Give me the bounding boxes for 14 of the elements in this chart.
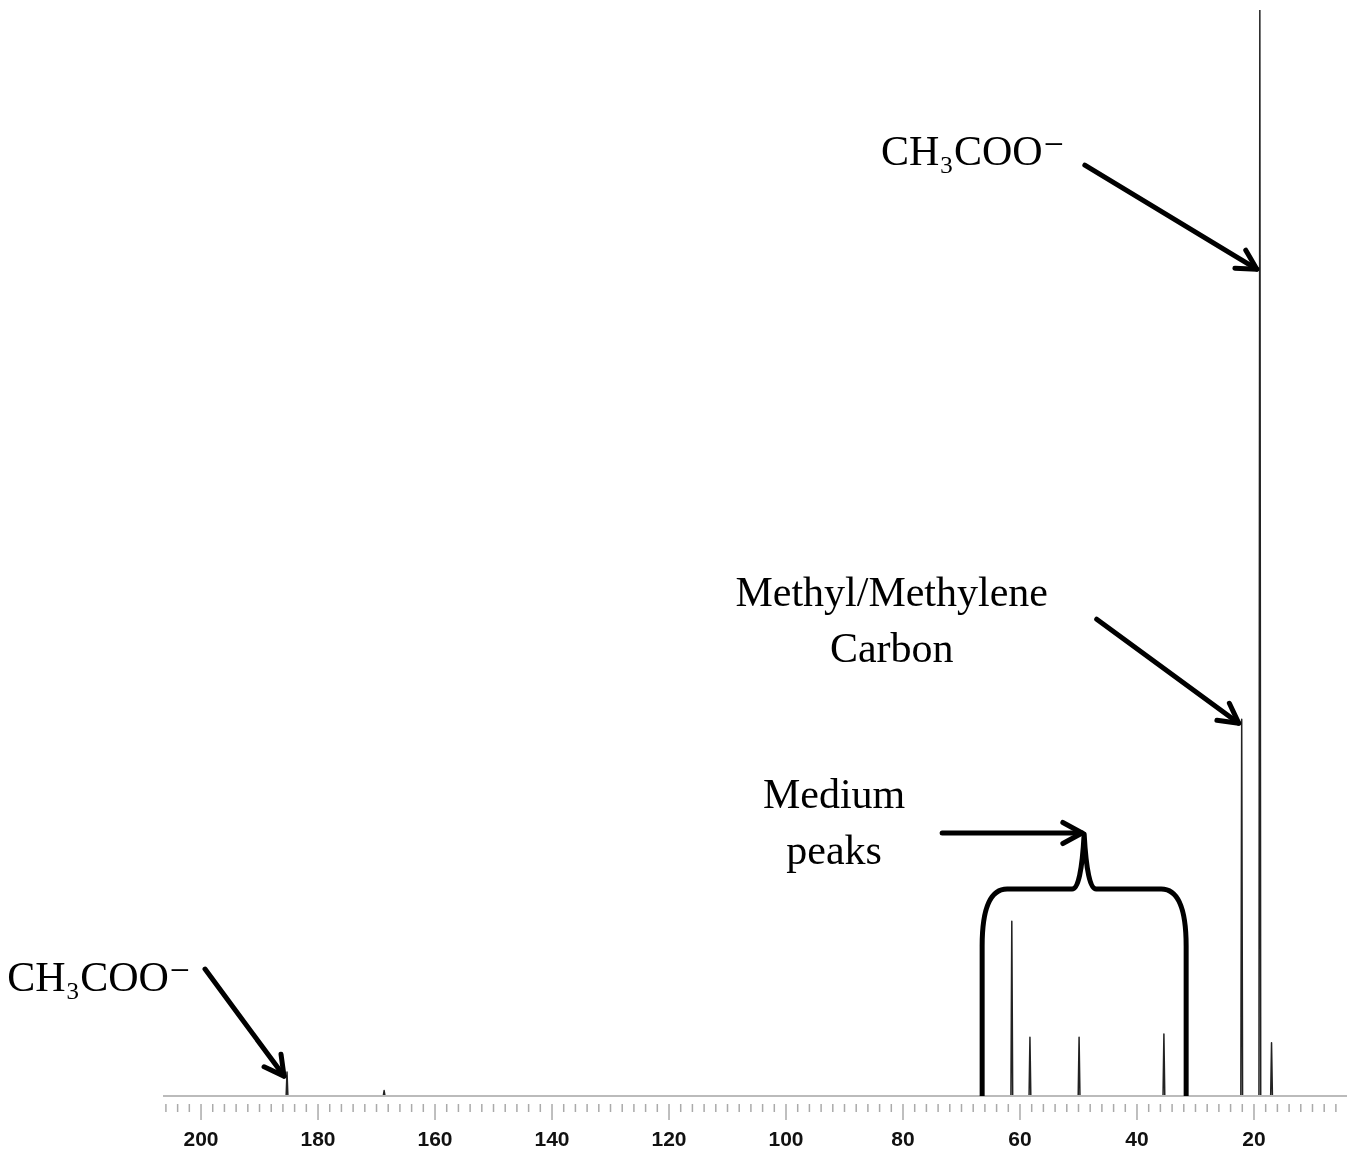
x-tick-label: 60 [1008,1127,1032,1150]
x-tick-label: 100 [768,1127,804,1150]
x-tick-label: 180 [300,1127,336,1150]
annotation: CH₃COO⁻ [7,954,192,1001]
x-tick-label: 40 [1125,1127,1149,1150]
annotation: Methyl/Methylene Carbon [735,569,1048,672]
x-tick-label: 80 [891,1127,915,1150]
x-tick-label: 120 [651,1127,687,1150]
x-tick-label: 200 [183,1127,219,1150]
x-tick-label: 20 [1242,1127,1266,1150]
x-tick-label: 160 [417,1127,453,1150]
x-tick-label: 140 [534,1127,570,1150]
annotation: Medium peaks [761,770,907,875]
annotation: CH₃COO⁻ [880,128,1065,175]
